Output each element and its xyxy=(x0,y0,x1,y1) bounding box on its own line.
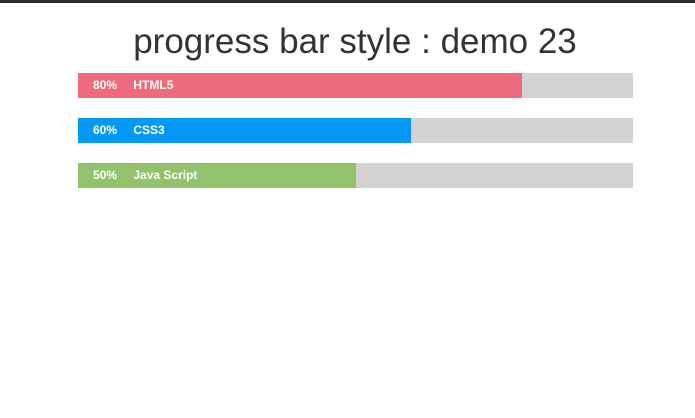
progress-text: 80% HTML5 xyxy=(78,73,173,98)
progress-fill xyxy=(78,118,411,143)
progress-text: 50% Java Script xyxy=(78,163,197,188)
progress-bar-javascript: 50% Java Script xyxy=(78,163,633,188)
progress-label: HTML5 xyxy=(133,78,174,92)
progress-fill xyxy=(78,163,356,188)
progress-percent: 80% xyxy=(93,78,118,92)
progress-label: CSS3 xyxy=(133,123,165,137)
progress-label: Java Script xyxy=(133,168,198,182)
progress-fill xyxy=(78,73,522,98)
progress-bar-html5: 80% HTML5 xyxy=(78,73,633,98)
progress-percent: 50% xyxy=(93,168,118,182)
progress-bar-list: 80% HTML5 60% CSS3 50% Java Script xyxy=(78,73,633,208)
page-title: progress bar style : demo 23 xyxy=(133,22,577,61)
progress-percent: 60% xyxy=(93,123,118,137)
progress-text: 60% CSS3 xyxy=(78,118,165,143)
progress-bar-css3: 60% CSS3 xyxy=(78,118,633,143)
top-border xyxy=(0,0,695,3)
